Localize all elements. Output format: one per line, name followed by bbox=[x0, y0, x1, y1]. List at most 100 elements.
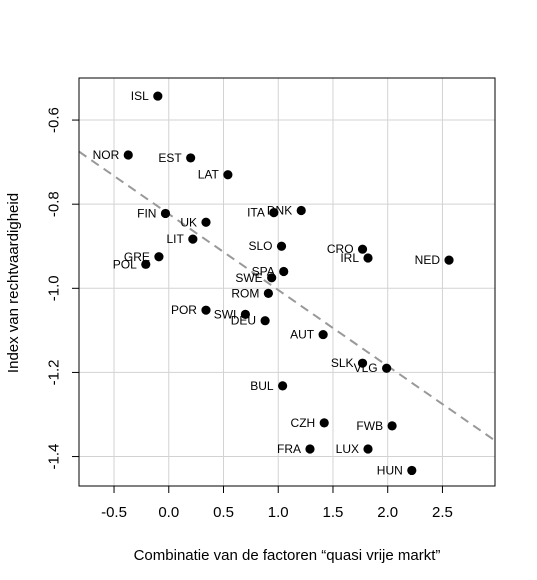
point-label: DEU bbox=[231, 314, 256, 328]
point-marker bbox=[260, 316, 270, 326]
y-axis: -0.6 -0.8 -1.0 -1.2 -1.4 bbox=[46, 107, 79, 470]
point-label: FWB bbox=[356, 419, 383, 433]
point-label: LAT bbox=[198, 168, 220, 182]
point-marker bbox=[318, 329, 328, 340]
point-marker bbox=[201, 217, 211, 227]
grid bbox=[79, 78, 495, 486]
point-label: ROM bbox=[231, 286, 259, 300]
point-marker bbox=[269, 207, 279, 218]
point-marker bbox=[141, 259, 151, 269]
data-point: LIT bbox=[167, 232, 198, 246]
data-point: DEU bbox=[231, 314, 270, 328]
y-axis-label: Index van rechtvaardigheid bbox=[5, 193, 22, 373]
point-label: AUT bbox=[290, 328, 315, 342]
point-label: SLO bbox=[249, 239, 273, 253]
point-marker bbox=[160, 208, 171, 219]
data-point: SLK bbox=[331, 356, 368, 370]
x-axis-label: Combinatie van de factoren “quasi vrije … bbox=[134, 547, 441, 564]
x-tick-label: 0.5 bbox=[213, 504, 234, 521]
point-marker bbox=[263, 288, 273, 298]
x-tick-label: 0.0 bbox=[158, 504, 179, 521]
data-point: UK bbox=[180, 215, 211, 229]
data-point: HUN bbox=[377, 463, 417, 477]
point-label: POR bbox=[171, 303, 197, 317]
point-label: GRE bbox=[124, 250, 150, 264]
data-point: IRL bbox=[340, 251, 373, 265]
point-marker bbox=[357, 358, 368, 368]
point-marker bbox=[153, 91, 163, 101]
point-marker bbox=[305, 444, 315, 454]
point-label: SLK bbox=[331, 356, 354, 370]
point-label: NED bbox=[415, 253, 441, 267]
point-marker bbox=[201, 305, 211, 315]
data-point: DNK bbox=[267, 203, 306, 217]
point-marker bbox=[444, 255, 454, 265]
data-point: BUL bbox=[250, 379, 288, 393]
x-tick-label: 2.0 bbox=[377, 504, 398, 521]
x-axis: -0.5 0.0 0.5 1.0 1.5 2.0 2.5 bbox=[101, 486, 453, 521]
point-marker bbox=[382, 363, 392, 373]
point-marker bbox=[278, 381, 288, 391]
point-marker bbox=[188, 234, 198, 244]
y-tick-label: -0.6 bbox=[46, 107, 63, 133]
data-point: CRO bbox=[327, 242, 368, 256]
data-point: SWI bbox=[214, 307, 250, 321]
data-point: ISL bbox=[131, 89, 163, 103]
point-marker bbox=[319, 418, 329, 428]
y-tick-label: -0.8 bbox=[46, 191, 63, 217]
point-label: SWI bbox=[214, 307, 237, 321]
point-label: LIT bbox=[167, 232, 185, 246]
data-point: FWB bbox=[356, 419, 397, 433]
point-marker bbox=[276, 241, 287, 251]
data-point: SLO bbox=[249, 239, 287, 253]
data-point: LUX bbox=[336, 442, 373, 456]
data-point: CZH bbox=[291, 416, 329, 430]
data-point: LAT bbox=[198, 168, 233, 182]
point-label: ITA bbox=[247, 206, 265, 220]
x-tick-label: -0.5 bbox=[101, 504, 127, 521]
point-marker bbox=[363, 253, 373, 263]
data-point: SWE bbox=[235, 271, 277, 285]
data-point: NOR bbox=[93, 148, 133, 162]
point-label: UK bbox=[180, 215, 197, 229]
data-point: EST bbox=[158, 151, 196, 165]
y-tick-label: -1.0 bbox=[46, 275, 63, 301]
point-label: NOR bbox=[93, 148, 120, 162]
trend-line bbox=[78, 150, 496, 442]
data-point: NED bbox=[415, 253, 454, 267]
point-marker bbox=[279, 266, 289, 277]
point-marker bbox=[407, 465, 417, 476]
data-point: VLG bbox=[354, 361, 392, 375]
point-marker bbox=[123, 150, 133, 160]
point-label: ISL bbox=[131, 89, 149, 103]
point-label: CZH bbox=[291, 416, 316, 430]
x-tick-label: 1.0 bbox=[268, 504, 289, 521]
point-marker bbox=[154, 252, 164, 262]
data-point: ITA bbox=[247, 206, 279, 220]
data-point: ROM bbox=[231, 286, 273, 300]
point-label: SWE bbox=[235, 271, 262, 285]
point-label: CRO bbox=[327, 242, 354, 256]
y-tick-label: -1.4 bbox=[46, 444, 63, 470]
data-point: FIN bbox=[137, 206, 171, 220]
data-point: FRA bbox=[277, 442, 315, 456]
point-label: POL bbox=[113, 257, 137, 271]
point-label: BUL bbox=[250, 379, 274, 393]
point-marker bbox=[363, 444, 373, 454]
point-marker bbox=[296, 205, 306, 216]
point-label: IRL bbox=[340, 251, 359, 265]
point-marker bbox=[186, 153, 196, 163]
data-point: POL bbox=[113, 257, 151, 271]
plot-frame bbox=[78, 77, 496, 487]
point-marker bbox=[387, 421, 397, 431]
point-label: VLG bbox=[354, 361, 378, 375]
point-label: FIN bbox=[137, 206, 156, 220]
data-point: POR bbox=[171, 303, 211, 317]
point-marker bbox=[223, 170, 233, 180]
point-label: LUX bbox=[336, 442, 359, 456]
point-label: DNK bbox=[267, 203, 292, 217]
x-tick-label: 2.5 bbox=[432, 504, 453, 521]
point-marker bbox=[240, 309, 250, 319]
